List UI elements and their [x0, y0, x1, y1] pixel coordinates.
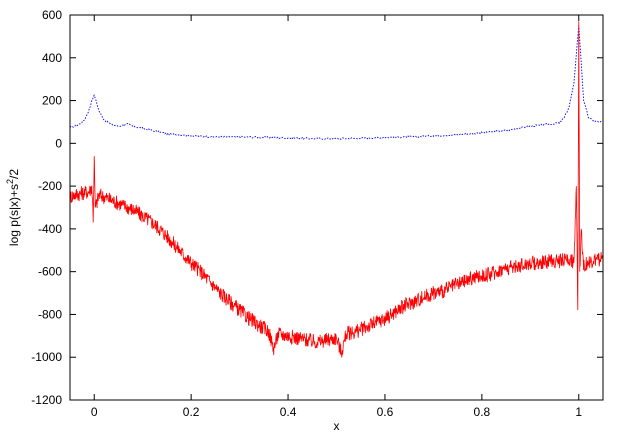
- y-axis-label-tail: /2: [7, 169, 21, 179]
- y-tick-label: -1200: [31, 393, 62, 407]
- x-axis: 0 0.2 0.4 0.6 0.8 1: [91, 15, 582, 419]
- y-axis-label-main: log p(s|x)+s: [7, 184, 21, 246]
- x-tick-label: 0.2: [183, 405, 200, 419]
- y-tick-label: -200: [38, 179, 62, 193]
- x-tick-label: 0.6: [377, 405, 394, 419]
- y-tick-label: 400: [42, 51, 62, 65]
- y-tick-label: 600: [42, 8, 62, 22]
- y-tick-label: 200: [42, 94, 62, 108]
- series-line-solid-red: [69, 21, 604, 358]
- x-tick-label: 0.8: [474, 405, 491, 419]
- plot-frame: [69, 14, 604, 401]
- y-axis-label-sup: 2: [5, 179, 15, 184]
- y-axis: -1200 -1000 -800 -600 -400 -200 0 200 400 600: [31, 8, 603, 407]
- y-tick-label: -600: [38, 265, 62, 279]
- x-tick-label: 0.4: [280, 405, 297, 419]
- x-tick-label: 0: [91, 405, 98, 419]
- y-tick-label: 0: [55, 136, 62, 150]
- y-tick-label: -400: [38, 222, 62, 236]
- y-axis-label: log p(s|x)+s2/2: [5, 169, 21, 246]
- y-tick-label: -800: [38, 307, 62, 321]
- series-layer: [69, 21, 604, 358]
- y-tick-label: -1000: [31, 350, 62, 364]
- plot-area: [69, 14, 604, 401]
- series-line-dotted-blue: [69, 25, 604, 140]
- x-axis-label: x: [334, 419, 340, 433]
- x-tick-label: 1: [575, 405, 582, 419]
